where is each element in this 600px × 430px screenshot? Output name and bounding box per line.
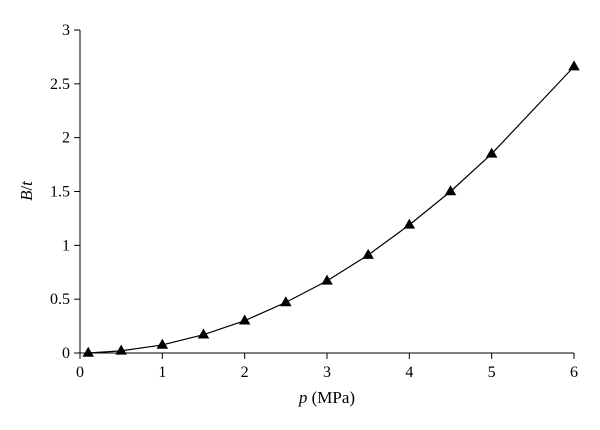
data-point-marker <box>403 218 416 229</box>
data-point-marker <box>321 274 333 285</box>
data-point-marker <box>568 60 580 71</box>
x-axis-unit: (MPa) <box>307 388 355 407</box>
y-tick-label: 0.5 <box>50 291 70 308</box>
y-tick-label: 0 <box>62 345 70 362</box>
data-point-marker <box>156 338 169 349</box>
y-axis-var2: t <box>17 180 36 186</box>
data-point-marker <box>280 296 292 307</box>
data-point-marker <box>238 314 251 325</box>
y-tick-label: 2 <box>62 130 70 147</box>
x-axis-var: p <box>298 388 308 407</box>
data-point-marker <box>485 147 498 158</box>
x-tick-label: 3 <box>323 364 331 381</box>
data-point-marker <box>362 248 374 259</box>
y-tick-label: 1.5 <box>50 184 70 201</box>
series-line <box>88 66 575 354</box>
y-axis-var: B <box>17 190 36 201</box>
y-tick-label: 3 <box>62 22 70 39</box>
y-axis-title: B/t <box>17 180 36 201</box>
x-tick-label: 1 <box>158 364 166 381</box>
series-layer <box>82 60 580 357</box>
y-tick-label: 1 <box>62 237 70 254</box>
x-tick-label: 2 <box>241 364 249 381</box>
y-ticks: 0 0.5 1 1.5 2 2.5 3 <box>50 22 80 362</box>
x-tick-label: 0 <box>76 364 84 381</box>
data-point-marker <box>197 328 210 339</box>
x-tick-label: 4 <box>405 364 413 381</box>
x-ticks: 0 1 2 3 4 5 6 <box>76 353 578 381</box>
data-point-marker <box>82 346 94 357</box>
data-point-marker <box>444 185 457 196</box>
y-axis-sep: / <box>17 186 36 191</box>
x-axis-title: p (MPa) <box>298 388 355 407</box>
x-tick-label: 5 <box>488 364 496 381</box>
y-tick-label: 2.5 <box>50 76 70 93</box>
data-point-marker <box>115 344 127 355</box>
x-tick-label: 6 <box>570 364 578 381</box>
